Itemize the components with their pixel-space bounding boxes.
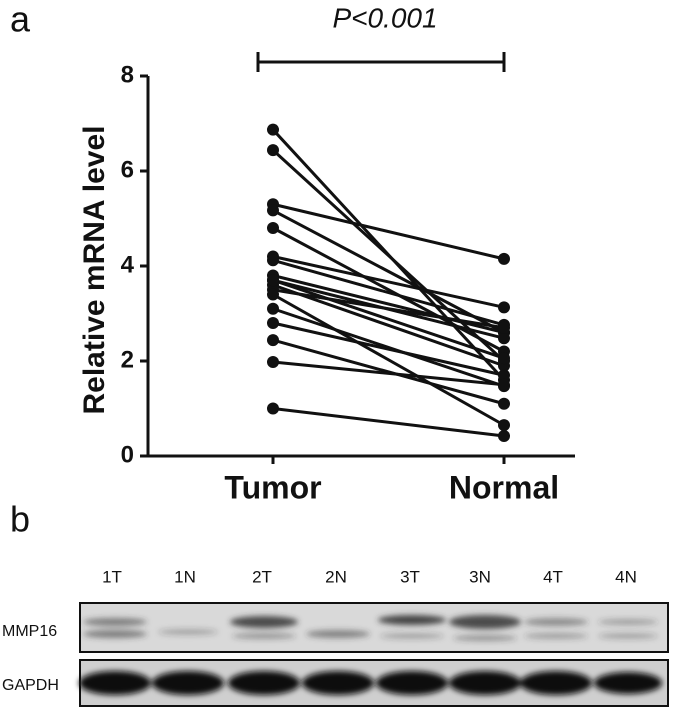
lane-label: 1T (102, 567, 122, 586)
row-label: MMP16 (2, 623, 57, 640)
y-tick-label: 6 (121, 156, 134, 183)
pair-line (272, 278, 505, 360)
data-point (267, 144, 279, 157)
pair-line (272, 360, 505, 387)
pair-line (272, 407, 505, 438)
data-point (498, 378, 510, 391)
data-point (267, 204, 279, 217)
y-tick-label: 0 (121, 441, 134, 468)
lane-label: 1N (174, 567, 196, 586)
pair-line (272, 258, 505, 327)
data-point (267, 274, 279, 287)
lane-label: 3N (469, 567, 491, 586)
data-point (267, 355, 279, 368)
data-point (267, 334, 279, 347)
lane-label: 2N (325, 567, 347, 586)
mmp16-blot (79, 602, 669, 653)
row-label: GAPDH (2, 677, 59, 694)
x-tick-label: Tumor (224, 469, 321, 505)
data-point (267, 222, 279, 234)
pair-line (272, 255, 505, 309)
data-point (498, 430, 510, 443)
data-point (498, 321, 510, 334)
p-value: P<0.001 (332, 2, 437, 33)
data-point (267, 402, 279, 415)
pair-line (272, 209, 505, 334)
data-point (498, 332, 510, 345)
y-tick-label: 2 (121, 346, 134, 373)
pair-line (272, 283, 505, 368)
data-point (498, 419, 510, 432)
data-point (498, 301, 510, 314)
data-point (267, 254, 279, 267)
data-point (267, 123, 279, 136)
y-tick-label: 4 (121, 251, 135, 278)
lane-label: 2T (252, 567, 272, 586)
data-point (498, 352, 510, 365)
panel-label: b (10, 499, 30, 540)
pair-line (272, 274, 505, 334)
panel-label: a (10, 0, 31, 40)
data-point (498, 252, 510, 265)
x-tick-label: Normal (449, 469, 559, 505)
pair-line (272, 202, 505, 261)
pair-line (271, 148, 506, 363)
data-point (498, 397, 510, 410)
pair-line (272, 288, 505, 330)
lane-label: 3T (400, 567, 420, 586)
data-point (267, 317, 279, 329)
pair-line (272, 321, 505, 377)
data-point (267, 302, 279, 315)
lane-label: 4N (615, 567, 637, 586)
significance-bracket (256, 52, 506, 72)
data-point (498, 369, 510, 382)
data-point (267, 288, 279, 301)
pair-line (272, 293, 505, 427)
pair-line (272, 307, 505, 388)
y-tick-label: 8 (121, 61, 134, 88)
lane-label: 4T (543, 567, 563, 586)
gapdh-blot (79, 659, 669, 707)
y-axis-title: Relative mRNA level (78, 125, 111, 414)
pair-line (272, 226, 505, 353)
